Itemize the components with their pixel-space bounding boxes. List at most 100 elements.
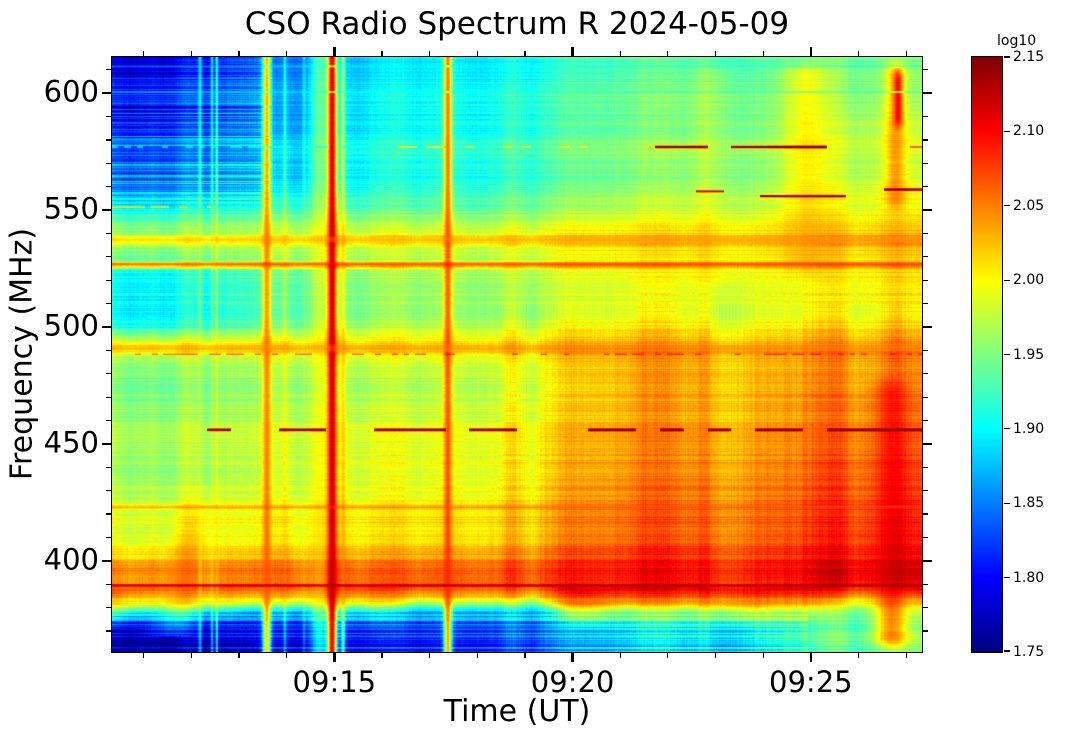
y-tick-minor-right [923, 606, 928, 609]
y-tick-label: 400 [43, 542, 99, 577]
colorbar-tick-label: 2.05 [1013, 197, 1045, 214]
colorbar-tick [1004, 205, 1010, 207]
plot-frame [111, 56, 923, 653]
y-tick-major-right [923, 442, 932, 446]
y-tick-minor [106, 536, 111, 539]
y-tick-minor-right [923, 630, 928, 632]
y-tick-major [102, 442, 111, 446]
colorbar-tick [1004, 577, 1010, 579]
colorbar-tick [1004, 279, 1010, 281]
x-tick-label: 09:20 [530, 665, 615, 699]
y-tick-minor-right [923, 116, 928, 118]
y-tick-major [102, 91, 111, 95]
x-tick-minor [619, 653, 621, 658]
x-tick-minor-top [667, 51, 669, 56]
colorbar-label: log10 [997, 33, 1037, 49]
colorbar-tick-label: 1.80 [1013, 569, 1045, 586]
y-tick-minor [106, 232, 111, 235]
colorbar-tick-label: 2.15 [1013, 49, 1045, 65]
x-tick-minor [143, 653, 145, 658]
x-tick-major [333, 653, 336, 662]
x-tick-minor-top [238, 51, 240, 56]
x-tick-major-top [809, 47, 813, 56]
y-tick-minor-right [923, 349, 928, 351]
x-tick-minor [190, 653, 192, 658]
y-tick-label: 550 [43, 191, 99, 226]
x-tick-major-top [571, 47, 574, 56]
x-tick-minor [381, 653, 383, 658]
y-tick-major-right [923, 325, 932, 329]
colorbar-tick [1004, 130, 1010, 132]
y-tick-minor [106, 630, 111, 632]
y-tick-minor [106, 606, 111, 609]
y-tick-minor [106, 373, 111, 375]
y-tick-minor [106, 69, 111, 71]
y-tick-minor [106, 162, 111, 164]
y-tick-label: 600 [43, 74, 99, 109]
plot-title: CSO Radio Spectrum R 2024-05-09 [244, 6, 790, 42]
x-tick-minor-top [714, 51, 717, 56]
y-tick-minor-right [923, 490, 928, 492]
y-tick-minor [106, 419, 111, 422]
x-tick-minor-top [143, 51, 145, 56]
x-tick-minor [714, 653, 717, 658]
y-tick-label: 450 [43, 425, 99, 460]
y-tick-minor-right [923, 513, 928, 515]
x-tick-minor [238, 653, 240, 658]
y-tick-major [102, 559, 111, 563]
y-tick-major [102, 208, 111, 212]
y-tick-minor-right [923, 232, 928, 235]
colorbar-tick-label: 1.85 [1013, 495, 1045, 512]
y-tick-minor-right [923, 303, 928, 305]
x-tick-minor-top [381, 51, 383, 56]
x-tick-major [809, 653, 813, 662]
y-tick-minor [106, 139, 111, 141]
y-tick-label: 500 [43, 308, 99, 343]
x-tick-minor [286, 653, 288, 658]
y-tick-minor-right [923, 256, 928, 258]
x-tick-minor-top [476, 51, 478, 56]
x-tick-minor [429, 653, 431, 658]
y-tick-minor-right [923, 162, 928, 164]
colorbar-tick [1004, 650, 1010, 652]
x-tick-minor-top [619, 51, 621, 56]
x-axis-label: Time (UT) [443, 694, 591, 729]
x-tick-minor [857, 653, 860, 658]
spectrogram-canvas [112, 57, 922, 652]
y-tick-minor [106, 349, 111, 351]
x-tick-minor [905, 653, 907, 658]
x-tick-minor-top [524, 51, 526, 56]
x-tick-major-top [333, 47, 336, 56]
y-tick-minor [106, 256, 111, 258]
y-tick-minor [106, 279, 111, 281]
x-tick-minor-top [762, 51, 764, 56]
y-tick-major-right [923, 559, 932, 563]
y-tick-minor-right [923, 419, 928, 422]
x-tick-minor-top [429, 51, 431, 56]
colorbar-canvas [972, 57, 1002, 652]
y-tick-major [102, 325, 111, 329]
x-tick-label: 09:15 [292, 665, 377, 699]
y-tick-minor [106, 396, 111, 398]
colorbar-tick [1004, 56, 1010, 58]
y-tick-minor-right [923, 139, 928, 141]
y-tick-minor-right [923, 373, 928, 375]
colorbar-tick [1004, 502, 1010, 504]
colorbar-frame [971, 56, 1003, 653]
x-tick-minor [524, 653, 526, 658]
colorbar-tick-label: 1.90 [1013, 420, 1045, 437]
x-tick-minor-top [857, 51, 860, 56]
colorbar-tick-label: 2.00 [1013, 272, 1045, 289]
colorbar-tick [1004, 353, 1010, 356]
colorbar-tick-label: 1.75 [1013, 644, 1045, 660]
y-tick-major-right [923, 208, 932, 212]
x-tick-minor [667, 653, 669, 658]
x-tick-minor [762, 653, 764, 658]
y-tick-minor [106, 490, 111, 492]
y-tick-minor [106, 466, 111, 468]
colorbar-tick-label: 2.10 [1013, 123, 1045, 140]
y-tick-minor-right [923, 396, 928, 398]
y-tick-minor-right [923, 466, 928, 468]
y-tick-minor [106, 186, 111, 188]
